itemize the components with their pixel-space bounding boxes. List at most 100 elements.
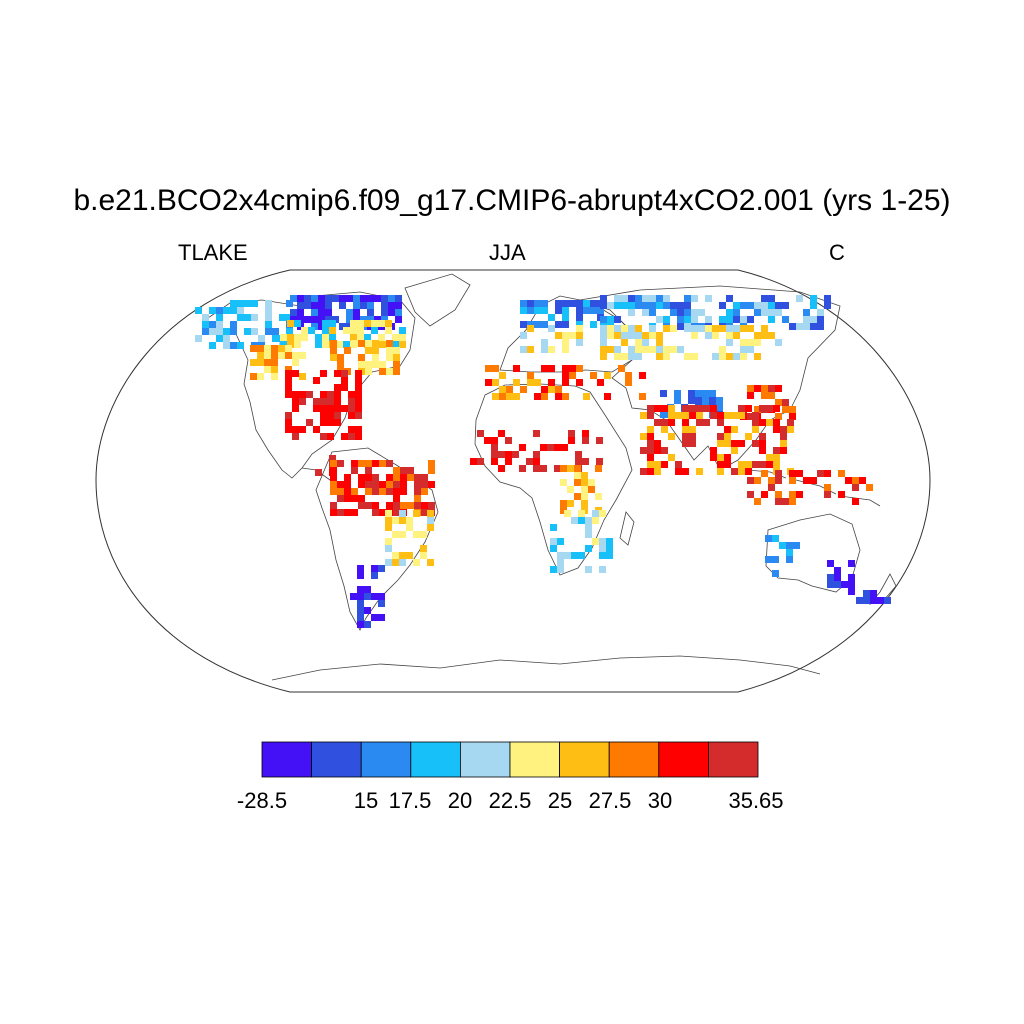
grid-cell bbox=[668, 405, 675, 412]
grid-cell bbox=[393, 481, 400, 488]
grid-cell bbox=[554, 465, 561, 472]
grid-cell bbox=[299, 391, 306, 398]
grid-cell bbox=[385, 517, 392, 524]
grid-cell bbox=[576, 332, 583, 339]
grid-cell bbox=[216, 328, 223, 335]
grid-cell bbox=[656, 346, 663, 353]
grid-cell bbox=[251, 314, 258, 321]
grid-cell bbox=[639, 393, 646, 400]
grid-cell bbox=[607, 346, 614, 353]
grid-cell bbox=[491, 458, 498, 465]
colorbar-label: 35.65 bbox=[728, 788, 784, 813]
grid-cell bbox=[803, 477, 810, 484]
grid-cell bbox=[670, 302, 677, 309]
coast-antarctica bbox=[271, 655, 821, 681]
grid-cell bbox=[656, 353, 663, 360]
grid-cell bbox=[399, 531, 406, 538]
grid-cell bbox=[351, 340, 358, 347]
grid-cell bbox=[550, 545, 557, 552]
grid-cell bbox=[803, 316, 810, 323]
grid-cell bbox=[395, 316, 402, 323]
grid-cell bbox=[216, 307, 223, 314]
grid-cell bbox=[265, 328, 272, 335]
grid-cell bbox=[759, 440, 766, 447]
grid-cell bbox=[726, 325, 733, 332]
grid-cell bbox=[772, 535, 779, 542]
grid-cell bbox=[578, 510, 585, 517]
grid-cell bbox=[668, 419, 675, 426]
grid-cell bbox=[541, 300, 548, 307]
grid-cell bbox=[257, 345, 264, 352]
grid-cell bbox=[787, 419, 794, 426]
grid-cell bbox=[647, 426, 654, 433]
grid-cell bbox=[292, 405, 299, 412]
grid-cell bbox=[327, 398, 334, 405]
grid-cell bbox=[841, 581, 848, 588]
grid-cell bbox=[705, 332, 712, 339]
grid-cell bbox=[311, 323, 318, 330]
grid-cell bbox=[550, 566, 557, 573]
grid-cell bbox=[635, 353, 642, 360]
grid-cell bbox=[724, 454, 731, 461]
grid-cell bbox=[585, 545, 592, 552]
grid-cell bbox=[677, 346, 684, 353]
grid-cell bbox=[337, 495, 344, 502]
grid-cell bbox=[848, 574, 855, 581]
grid-cell bbox=[372, 347, 379, 354]
grid-cell bbox=[557, 559, 564, 566]
grid-cell bbox=[237, 307, 244, 314]
grid-cell bbox=[574, 465, 581, 472]
grid-cell bbox=[334, 370, 341, 377]
grid-cell bbox=[386, 368, 393, 375]
grid-cell bbox=[786, 549, 793, 556]
grid-cell bbox=[385, 510, 392, 517]
grid-cell bbox=[689, 433, 696, 440]
grid-cell bbox=[717, 468, 724, 475]
grid-cell bbox=[386, 474, 393, 481]
grid-cell bbox=[689, 412, 696, 419]
grid-cell bbox=[364, 621, 371, 628]
grid-cell bbox=[470, 458, 477, 465]
grid-cell bbox=[562, 379, 569, 386]
grid-cell bbox=[576, 379, 583, 386]
grid-cell bbox=[334, 405, 341, 412]
grid-cell bbox=[581, 493, 588, 500]
colorbar-label: 20 bbox=[447, 788, 473, 813]
grid-cell bbox=[287, 341, 294, 348]
grid-cell bbox=[414, 502, 421, 509]
map-frame bbox=[95, 269, 931, 693]
grid-cell bbox=[292, 359, 299, 366]
grid-cell bbox=[663, 325, 670, 332]
grid-cell bbox=[726, 332, 733, 339]
grid-cell bbox=[717, 454, 724, 461]
grid-cell bbox=[280, 341, 287, 348]
grid-cell bbox=[684, 295, 691, 302]
grid-cell bbox=[654, 447, 661, 454]
grid-cell bbox=[230, 307, 237, 314]
grid-cell bbox=[327, 433, 334, 440]
grid-cell bbox=[421, 481, 428, 488]
grid-cell bbox=[355, 384, 362, 391]
grid-cell bbox=[337, 354, 344, 361]
grid-cell bbox=[710, 454, 717, 461]
grid-cell bbox=[775, 477, 782, 484]
grid-cell bbox=[754, 339, 761, 346]
grid-cell bbox=[575, 458, 582, 465]
grid-cell bbox=[244, 314, 251, 321]
grid-cell bbox=[344, 474, 351, 481]
grid-cell bbox=[590, 307, 597, 314]
grid-cell bbox=[600, 346, 607, 353]
grid-cell bbox=[371, 572, 378, 579]
grid-cell bbox=[789, 323, 796, 330]
grid-cell bbox=[413, 510, 420, 517]
grid-cell bbox=[581, 486, 588, 493]
grid-cell bbox=[786, 556, 793, 563]
grid-cell bbox=[696, 419, 703, 426]
grid-cell bbox=[576, 307, 583, 314]
grid-cell bbox=[527, 307, 534, 314]
grid-cell bbox=[271, 373, 278, 380]
grid-cell bbox=[400, 488, 407, 495]
grid-cell bbox=[647, 440, 654, 447]
grid-cell bbox=[582, 458, 589, 465]
